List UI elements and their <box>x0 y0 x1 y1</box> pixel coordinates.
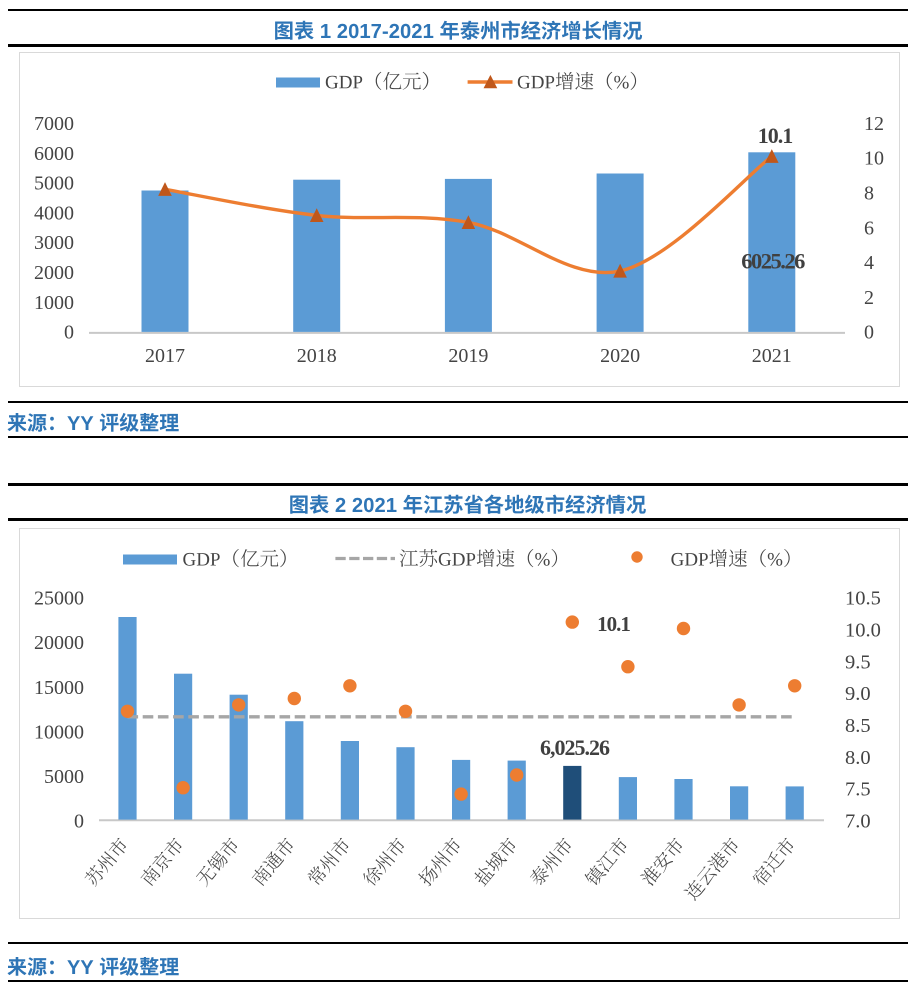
svg-text:4: 4 <box>864 252 874 274</box>
svg-text:2000: 2000 <box>34 262 74 284</box>
svg-text:2019: 2019 <box>448 345 488 367</box>
svg-text:2020: 2020 <box>600 345 640 367</box>
svg-text:10.5: 10.5 <box>845 588 881 610</box>
svg-text:10.0: 10.0 <box>845 620 881 642</box>
svg-text:5000: 5000 <box>44 766 84 788</box>
svg-text:8.5: 8.5 <box>845 715 871 737</box>
svg-text:10.1: 10.1 <box>758 123 793 148</box>
svg-text:7.5: 7.5 <box>845 779 871 801</box>
svg-text:2: 2 <box>864 287 874 309</box>
svg-text:20000: 20000 <box>34 632 84 654</box>
svg-text:12: 12 <box>864 113 884 135</box>
svg-text:8.0: 8.0 <box>845 747 871 769</box>
svg-text:6: 6 <box>864 217 874 239</box>
svg-text:7000: 7000 <box>34 113 74 135</box>
svg-text:10000: 10000 <box>34 721 84 743</box>
svg-text:3000: 3000 <box>34 232 74 254</box>
svg-text:0: 0 <box>64 322 74 344</box>
svg-text:6025.26: 6025.26 <box>741 249 805 274</box>
svg-text:2017: 2017 <box>145 345 185 367</box>
svg-text:25000: 25000 <box>34 588 84 610</box>
svg-text:2018: 2018 <box>297 345 337 367</box>
svg-text:0: 0 <box>864 322 874 344</box>
svg-text:2021: 2021 <box>752 345 792 367</box>
svg-text:1000: 1000 <box>34 292 74 314</box>
svg-text:0: 0 <box>74 811 84 833</box>
svg-text:15000: 15000 <box>34 677 84 699</box>
svg-text:8: 8 <box>864 183 874 205</box>
svg-text:6,025.26: 6,025.26 <box>540 735 610 760</box>
svg-text:10.1: 10.1 <box>597 612 630 636</box>
svg-text:6000: 6000 <box>34 143 74 165</box>
svg-text:7.0: 7.0 <box>845 811 871 833</box>
svg-text:9.5: 9.5 <box>845 651 871 673</box>
svg-text:4000: 4000 <box>34 202 74 224</box>
svg-text:5000: 5000 <box>34 173 74 195</box>
svg-text:9.0: 9.0 <box>845 683 871 705</box>
svg-text:10: 10 <box>864 148 884 170</box>
